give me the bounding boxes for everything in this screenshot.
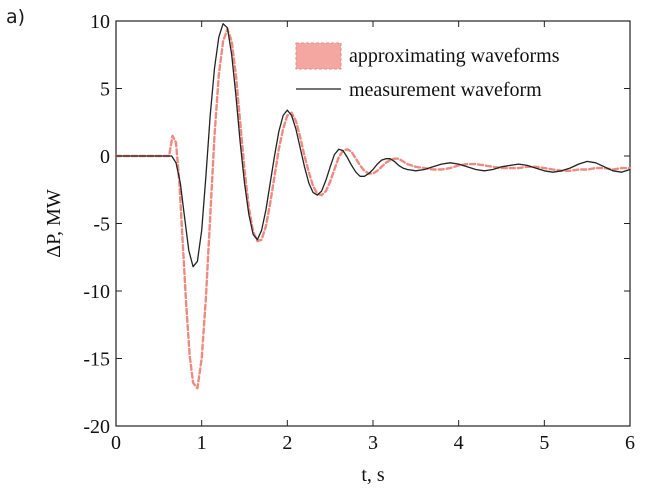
y-tick-label: -15 xyxy=(83,349,110,371)
x-axis-label: t, s xyxy=(361,464,385,486)
ticks: 0 1 2 3 4 5 6 10 5 0 -5 -10 -15 -20 xyxy=(83,11,635,454)
series-measurement-line xyxy=(115,23,631,268)
y-tick-label: -5 xyxy=(93,214,110,236)
x-tick-label: 4 xyxy=(454,432,464,454)
series-group xyxy=(114,23,632,390)
y-tick-label: 5 xyxy=(100,79,110,101)
series-approximating-line xyxy=(114,27,632,390)
y-tick-label: -10 xyxy=(83,281,110,303)
x-tick-label: 6 xyxy=(625,432,635,454)
x-tick-label: 1 xyxy=(197,432,207,454)
y-tick-label: 0 xyxy=(100,146,110,168)
x-tick-label: 3 xyxy=(368,432,378,454)
legend-swatch-approximating xyxy=(295,42,342,70)
axis-labels: ΔP, MW t, s xyxy=(43,189,385,486)
legend: approximating waveforms measurement wavef… xyxy=(295,42,560,101)
x-tick-label: 2 xyxy=(282,432,292,454)
legend-label-approximating: approximating waveforms xyxy=(349,45,560,67)
x-tick-label: 5 xyxy=(539,432,549,454)
y-tick-label: 10 xyxy=(90,11,110,33)
x-tick-label: 0 xyxy=(111,432,121,454)
legend-label-measurement: measurement waveform xyxy=(349,79,542,101)
y-tick-label: -20 xyxy=(83,416,110,438)
panel-label: a) xyxy=(6,6,26,28)
y-axis-label: ΔP, MW xyxy=(43,189,65,258)
